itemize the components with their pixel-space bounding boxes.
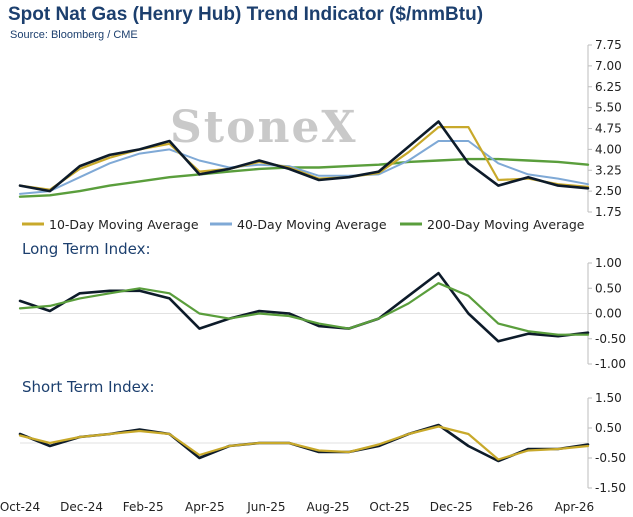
series-line-10-day-moving-average: [18, 126, 590, 191]
y-tick-label: -1.00: [595, 357, 626, 371]
y-tick-label: 4.75: [595, 122, 622, 136]
legend-label: 10-Day Moving Average: [49, 217, 199, 232]
x-tick-label: Dec-25: [430, 500, 473, 514]
series-line-panel1-s1: [18, 282, 590, 336]
x-tick-label: Apr-25: [185, 500, 225, 514]
y-tick-label: 7.75: [595, 38, 622, 52]
series-line-panel1-s0: [18, 271, 590, 343]
panel-1: 1.00 0.50 0.00 -0.50 -1.00: [18, 256, 626, 371]
series-line-spot: [18, 120, 590, 193]
y-tick-label: 2.50: [595, 184, 622, 198]
y-tick-label: 1.00: [595, 256, 622, 270]
x-tick-label: Apr-26: [555, 500, 595, 514]
legend-label: 40-Day Moving Average: [237, 217, 387, 232]
y-tick-label: 4.00: [595, 142, 622, 156]
watermark-text: StoneX: [170, 102, 358, 153]
y-tick-label: 5.50: [595, 101, 622, 115]
y-tick-label: 1.75: [595, 205, 622, 219]
legend-label: 200-Day Moving Average: [427, 217, 585, 232]
chart-source: Source: Bloomberg / CME: [10, 29, 138, 41]
series-line-40-day-moving-average: [19, 140, 589, 195]
legend-item: 10-Day Moving Average: [22, 217, 199, 232]
x-tick-label: Oct-24: [0, 500, 40, 514]
y-tick-label: -0.50: [595, 451, 626, 465]
x-tick-label: Feb-25: [123, 500, 164, 514]
legend-item: 200-Day Moving Average: [400, 217, 585, 232]
y-tick-label: -0.50: [595, 332, 626, 346]
x-tick-label: Feb-26: [492, 500, 533, 514]
x-tick-label: Aug-25: [306, 500, 349, 514]
x-tick-label: Jun-25: [246, 500, 285, 514]
y-tick-label: 6.25: [595, 80, 622, 94]
y-tick-label: 0.00: [595, 307, 622, 321]
panel-2: 1.50 0.50 -0.50 -1.50: [18, 391, 626, 495]
short-term-index-title: Short Term Index:: [22, 378, 155, 396]
y-tick-label: 7.00: [595, 59, 622, 73]
legend-item: 40-Day Moving Average: [210, 217, 387, 232]
x-tick-label: Dec-24: [60, 500, 103, 514]
y-tick-label: 3.25: [595, 163, 622, 177]
series-line-panel2-s1: [18, 425, 590, 461]
y-tick-label: 0.50: [595, 421, 622, 435]
chart-title: Spot Nat Gas (Henry Hub) Trend Indicator…: [8, 4, 484, 25]
y-tick-label: -1.50: [595, 481, 626, 495]
x-tick-label: Oct-25: [369, 500, 409, 514]
panel-0: 7.75 7.00 6.25 5.50 4.75 4.00 3.25 2.50 1.75: [18, 38, 622, 219]
y-tick-label: 1.50: [595, 391, 622, 405]
long-term-index-title: Long Term Index:: [22, 240, 151, 258]
y-tick-label: 0.50: [595, 281, 622, 295]
